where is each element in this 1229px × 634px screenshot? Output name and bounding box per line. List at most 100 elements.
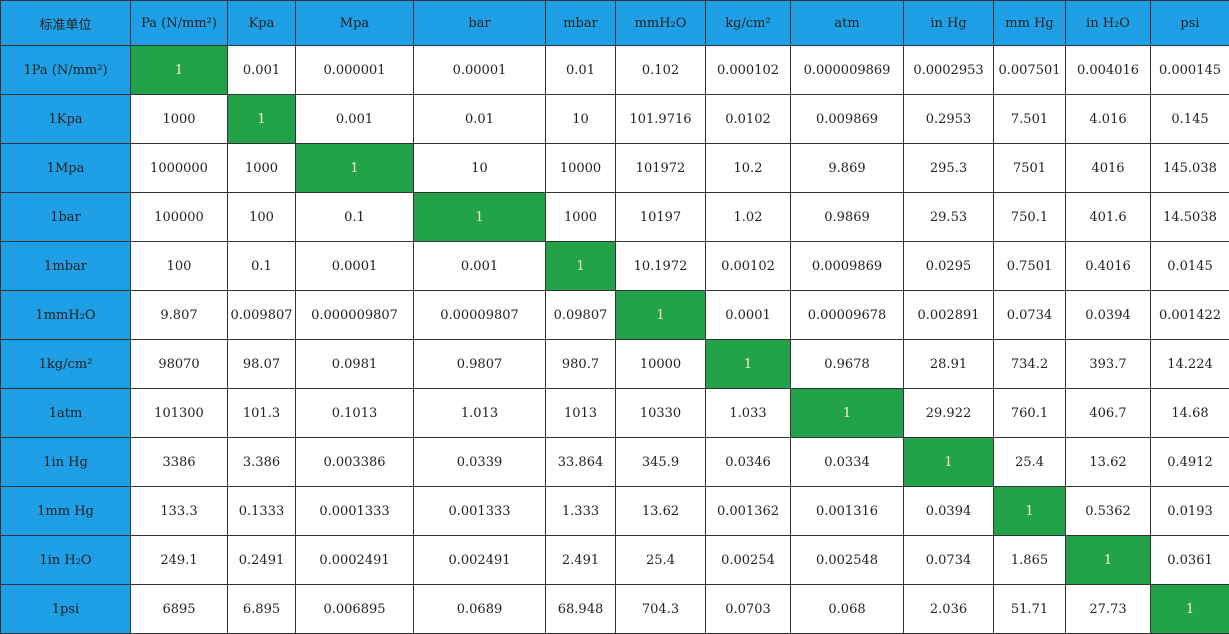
value-cell: 1	[616, 291, 706, 340]
row-label: 1Kpa	[1, 95, 131, 144]
value-cell: 101972	[616, 144, 706, 193]
value-cell: 401.6	[1066, 193, 1151, 242]
value-cell: 1	[131, 46, 228, 95]
value-cell: 0.1	[228, 242, 296, 291]
value-cell: 0.0339	[414, 438, 546, 487]
header-cell: psi	[1151, 1, 1229, 46]
value-cell: 0.9807	[414, 340, 546, 389]
value-cell: 406.7	[1066, 389, 1151, 438]
header-cell: mm Hg	[994, 1, 1066, 46]
value-cell: 25.4	[994, 438, 1066, 487]
value-cell: 9.807	[131, 291, 228, 340]
value-cell: 98.07	[228, 340, 296, 389]
value-cell: 249.1	[131, 536, 228, 585]
value-cell: 0.001	[228, 46, 296, 95]
value-cell: 295.3	[904, 144, 994, 193]
value-cell: 101.3	[228, 389, 296, 438]
value-cell: 2.491	[546, 536, 616, 585]
value-cell: 51.71	[994, 585, 1066, 634]
value-cell: 0.102	[616, 46, 706, 95]
value-cell: 1.02	[706, 193, 791, 242]
value-cell: 101300	[131, 389, 228, 438]
value-cell: 1000	[546, 193, 616, 242]
value-cell: 1.013	[414, 389, 546, 438]
value-cell: 1	[546, 242, 616, 291]
value-cell: 10000	[616, 340, 706, 389]
value-cell: 0.1	[296, 193, 414, 242]
value-cell: 7501	[994, 144, 1066, 193]
row-label: 1kg/cm²	[1, 340, 131, 389]
value-cell: 0.2953	[904, 95, 994, 144]
header-cell: Mpa	[296, 1, 414, 46]
value-cell: 1	[791, 389, 904, 438]
value-cell: 10.1972	[616, 242, 706, 291]
value-cell: 29.922	[904, 389, 994, 438]
row-label: 1Pa (N/mm²)	[1, 46, 131, 95]
row-label: 1in H₂O	[1, 536, 131, 585]
value-cell: 0.000001	[296, 46, 414, 95]
value-cell: 10	[414, 144, 546, 193]
value-cell: 0.0001	[296, 242, 414, 291]
value-cell: 133.3	[131, 487, 228, 536]
row-label: 1mmH₂O	[1, 291, 131, 340]
value-cell: 0.068	[791, 585, 904, 634]
value-cell: 68.948	[546, 585, 616, 634]
row-label: 1atm	[1, 389, 131, 438]
value-cell: 0.004016	[1066, 46, 1151, 95]
value-cell: 0.0361	[1151, 536, 1229, 585]
value-cell: 1.333	[546, 487, 616, 536]
value-cell: 1	[228, 95, 296, 144]
value-cell: 0.002491	[414, 536, 546, 585]
header-cell: Pa (N/mm²)	[131, 1, 228, 46]
value-cell: 0.0145	[1151, 242, 1229, 291]
value-cell: 0.7501	[994, 242, 1066, 291]
value-cell: 345.9	[616, 438, 706, 487]
value-cell: 25.4	[616, 536, 706, 585]
value-cell: 0.1333	[228, 487, 296, 536]
value-cell: 0.001	[296, 95, 414, 144]
value-cell: 0.007501	[994, 46, 1066, 95]
value-cell: 0.009807	[228, 291, 296, 340]
value-cell: 0.006895	[296, 585, 414, 634]
header-cell: in H₂O	[1066, 1, 1151, 46]
value-cell: 0.0346	[706, 438, 791, 487]
value-cell: 33.864	[546, 438, 616, 487]
value-cell: 0.0394	[1066, 291, 1151, 340]
value-cell: 0.0334	[791, 438, 904, 487]
value-cell: 4.016	[1066, 95, 1151, 144]
value-cell: 0.4912	[1151, 438, 1229, 487]
value-cell: 1	[296, 144, 414, 193]
value-cell: 10	[546, 95, 616, 144]
value-cell: 9.869	[791, 144, 904, 193]
value-cell: 1	[414, 193, 546, 242]
value-cell: 145.038	[1151, 144, 1229, 193]
row-label: 1Mpa	[1, 144, 131, 193]
value-cell: 0.145	[1151, 95, 1229, 144]
value-cell: 0.00102	[706, 242, 791, 291]
value-cell: 0.0981	[296, 340, 414, 389]
value-cell: 0.0295	[904, 242, 994, 291]
value-cell: 0.001	[414, 242, 546, 291]
value-cell: 14.68	[1151, 389, 1229, 438]
value-cell: 6.895	[228, 585, 296, 634]
value-cell: 0.00001	[414, 46, 546, 95]
value-cell: 0.1013	[296, 389, 414, 438]
value-cell: 0.0002491	[296, 536, 414, 585]
value-cell: 0.0689	[414, 585, 546, 634]
value-cell: 101.9716	[616, 95, 706, 144]
value-cell: 10000	[546, 144, 616, 193]
value-cell: 0.4016	[1066, 242, 1151, 291]
value-cell: 14.5038	[1151, 193, 1229, 242]
value-cell: 0.0193	[1151, 487, 1229, 536]
value-cell: 0.0002953	[904, 46, 994, 95]
value-cell: 0.0734	[904, 536, 994, 585]
value-cell: 100	[228, 193, 296, 242]
value-cell: 1	[904, 438, 994, 487]
value-cell: 100000	[131, 193, 228, 242]
